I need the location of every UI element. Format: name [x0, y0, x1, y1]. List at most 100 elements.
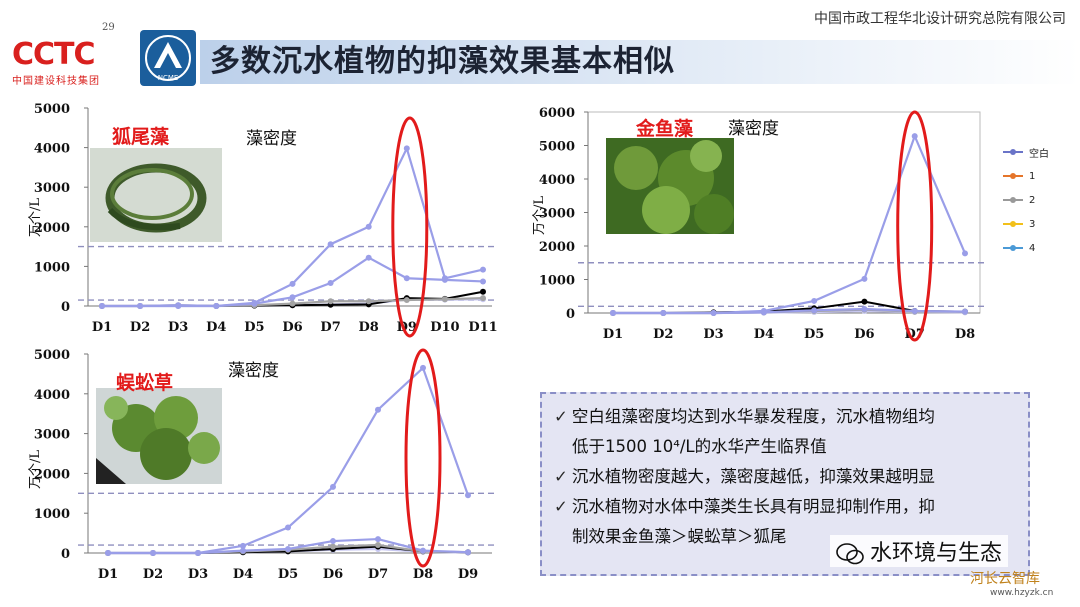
x-tick-label: D3	[188, 567, 208, 582]
hornwort-photo	[606, 138, 734, 234]
x-tick-label: D5	[244, 320, 264, 335]
data-point	[962, 250, 968, 257]
foxtail-algae-photo	[90, 148, 222, 242]
data-point	[660, 310, 667, 316]
data-point	[403, 145, 410, 152]
watermark-url: www.hzyzk.cn	[990, 588, 1054, 598]
y-tick-label: 0	[566, 307, 575, 322]
x-tick-label: D11	[468, 320, 497, 335]
data-point	[861, 305, 868, 312]
x-tick-label: D2	[143, 567, 163, 582]
plant-label-foxtail: 狐尾藻	[112, 126, 170, 148]
y-axis-label-1: 万个/L	[28, 197, 44, 238]
data-point	[375, 406, 381, 413]
data-point	[289, 294, 296, 301]
y-tick-label: 3000	[539, 207, 575, 222]
data-point	[365, 298, 372, 305]
data-point	[465, 549, 471, 556]
y-tick-label: 2000	[34, 467, 70, 482]
x-tick-label: D3	[168, 320, 188, 335]
legend-item-blank: 空白	[1003, 140, 1073, 164]
x-tick-label: D9	[458, 567, 478, 582]
data-point	[962, 308, 968, 315]
plant-label-hornwort: 金鱼藻	[636, 118, 694, 140]
y-tick-label: 4000	[34, 388, 70, 403]
y-tick-label: 5000	[34, 102, 70, 117]
note-line-1: ✓ 空白组藻密度均达到水华暴发程度，沉水植物组均	[554, 407, 935, 426]
y-tick-label: 3000	[34, 181, 70, 196]
data-point	[610, 310, 616, 316]
x-tick-label: D7	[368, 567, 388, 582]
data-point	[420, 364, 426, 371]
data-point	[480, 278, 486, 285]
data-point	[105, 550, 111, 556]
y-tick-label: 3000	[34, 428, 70, 443]
y-tick-label: 4000	[34, 142, 70, 157]
data-point	[327, 280, 334, 287]
y-tick-label: 4000	[539, 173, 575, 188]
x-tick-label: D8	[359, 320, 379, 335]
legend-label: 4	[1029, 242, 1036, 254]
legend-item-1: 1	[1003, 164, 1073, 188]
data-point	[175, 303, 182, 309]
data-point	[213, 303, 220, 309]
data-point	[911, 133, 918, 140]
data-point	[285, 546, 291, 553]
ncme-logo-text: NCME	[158, 74, 179, 82]
density-label-3: 藻密度	[228, 361, 279, 381]
y-tick-label: 2000	[34, 221, 70, 236]
page-title: 多数沉水植物的抑藻效果基本相似	[210, 44, 675, 79]
x-tick-label: D1	[98, 567, 118, 582]
data-point	[365, 223, 372, 230]
x-tick-label: D4	[206, 320, 226, 335]
data-point	[465, 492, 471, 499]
data-point	[403, 275, 410, 282]
data-point	[240, 542, 246, 549]
legend-label: 空白	[1029, 148, 1049, 160]
data-point	[150, 550, 156, 556]
data-point	[480, 266, 486, 273]
x-tick-label: D2	[130, 320, 150, 335]
data-point	[285, 524, 291, 531]
note-line-2: 低于1500 10⁴/L的水华产生临界值	[572, 437, 827, 456]
density-label-1: 藻密度	[246, 129, 297, 149]
y-tick-label: 6000	[539, 106, 575, 121]
data-point	[861, 298, 868, 305]
data-point	[327, 298, 334, 305]
data-point	[375, 542, 381, 549]
y-tick-label: 1000	[34, 507, 70, 522]
data-point	[240, 547, 246, 554]
chart-legend: 空白 1 2 3 4	[1003, 140, 1073, 260]
series-line	[613, 133, 967, 315]
y-tick-label: 1000	[34, 260, 70, 275]
data-point	[480, 295, 486, 302]
x-tick-label: D1	[603, 327, 623, 342]
data-point	[327, 241, 334, 248]
ncme-logo: NCME	[140, 30, 196, 86]
x-tick-label: D2	[653, 327, 673, 342]
centipede-grass-photo	[96, 388, 222, 484]
data-point	[99, 303, 105, 309]
y-axis-label-2: 万个/L	[532, 195, 548, 236]
legend-label: 1	[1029, 170, 1036, 182]
cctc-logo-mark: CCTC	[12, 37, 96, 72]
y-tick-label: 2000	[539, 240, 575, 255]
data-point	[441, 275, 448, 282]
x-tick-label: D4	[754, 327, 774, 342]
x-tick-label: D3	[703, 327, 723, 342]
x-tick-label: D8	[413, 567, 433, 582]
note-line-5: 制效果金鱼藻＞蜈蚣草＞狐尾	[572, 527, 787, 546]
check-icon: ✓	[554, 497, 568, 516]
y-tick-label: 1000	[539, 274, 575, 289]
data-point	[403, 297, 410, 304]
logo-number: 29	[102, 22, 115, 33]
x-tick-label: D6	[854, 327, 874, 342]
data-point	[811, 297, 818, 304]
title-bar	[200, 40, 1080, 84]
x-tick-label: D1	[92, 320, 112, 335]
legend-label: 3	[1029, 218, 1036, 230]
plant-label-centipede: 蜈蚣草	[116, 372, 174, 394]
cctc-logo-subtitle: 中国建设科技集团	[12, 76, 100, 87]
data-point	[289, 300, 296, 307]
